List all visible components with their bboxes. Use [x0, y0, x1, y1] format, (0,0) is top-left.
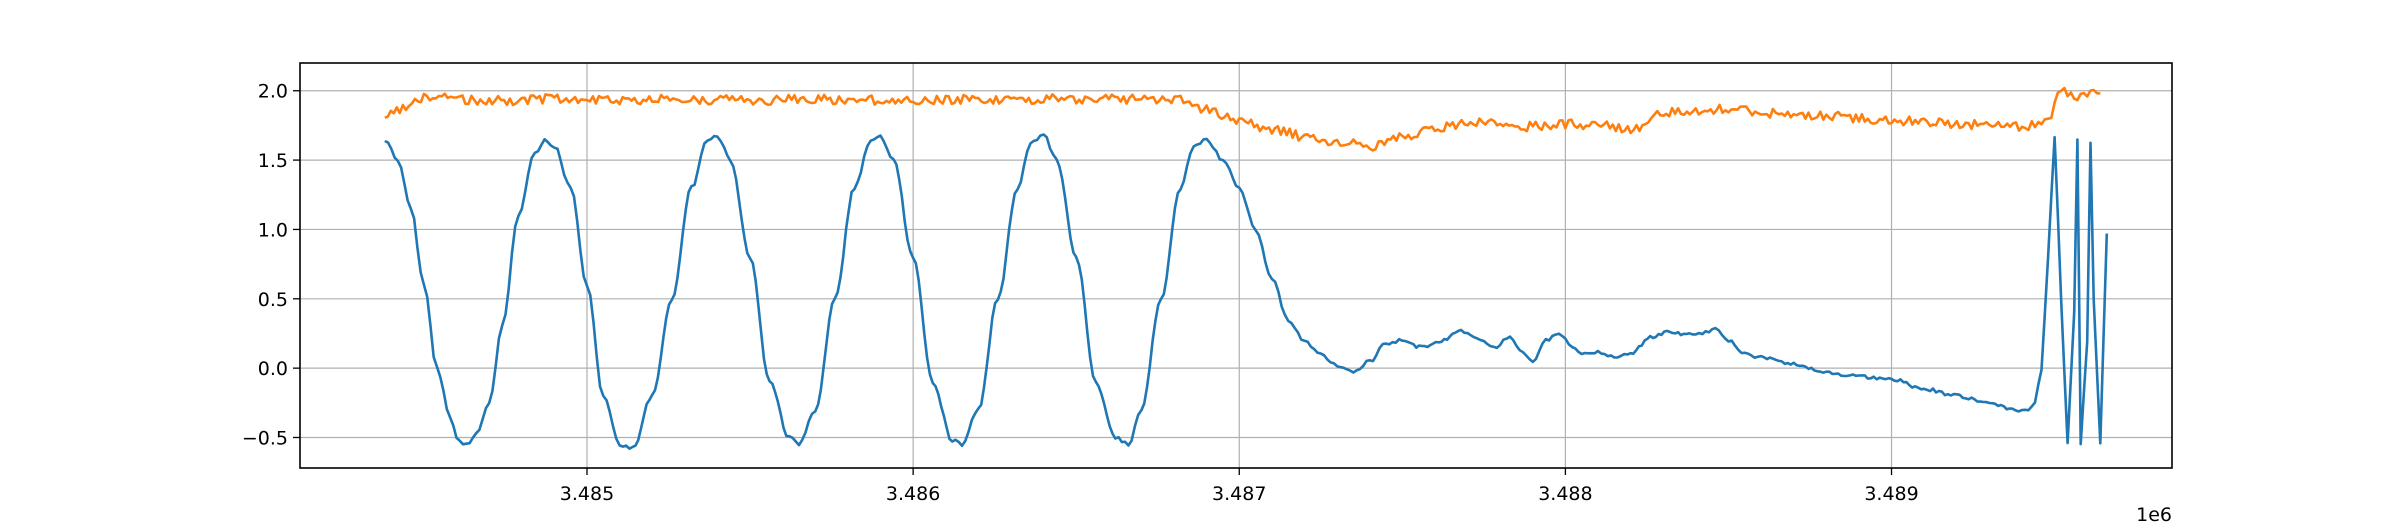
grid: [300, 63, 2172, 468]
plot-frame: [299, 62, 2173, 469]
y-tick-label: 2.0: [258, 81, 288, 103]
x-tick-label: 3.486: [886, 483, 940, 505]
y-tick-label: −0.5: [242, 427, 288, 449]
x-tick-label: 3.487: [1212, 483, 1266, 505]
series-line-2: [384, 86, 2101, 152]
series-line-1: [384, 133, 2109, 451]
series-layer: [384, 86, 2109, 451]
x-tick-label: 3.488: [1538, 483, 1592, 505]
x-tick-label: 3.489: [1864, 483, 1918, 505]
y-tick-label: 0.5: [258, 289, 288, 311]
y-tick-label: 1.0: [258, 219, 288, 241]
y-tick-label: 1.5: [258, 150, 288, 172]
x-tick-label: 3.485: [560, 483, 614, 505]
x-axis-offset-label: 1e6: [2136, 504, 2172, 525]
axis-ticks: 3.485 3.486 3.487 3.488 3.489 −0.5 0.0 0.5 1.0 1.…: [242, 81, 1919, 505]
y-tick-label: 0.0: [258, 358, 288, 380]
